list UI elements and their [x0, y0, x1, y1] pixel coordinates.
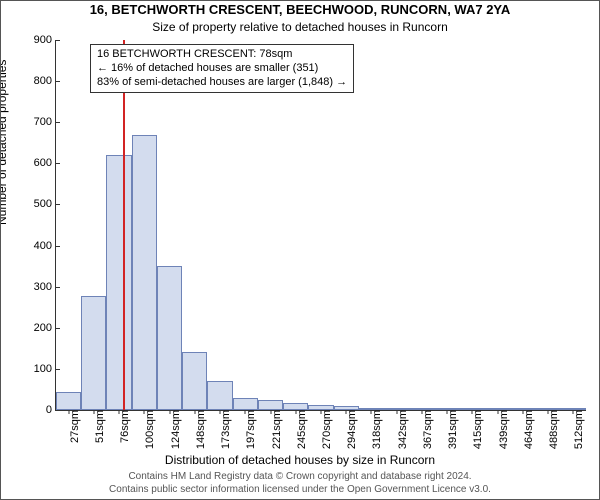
- y-axis-label: Number of detached properties: [0, 60, 9, 225]
- histogram-bar: [207, 381, 232, 410]
- histogram-bar: [308, 405, 333, 410]
- x-tick: 488sqm: [546, 410, 560, 449]
- x-tick: 221sqm: [269, 410, 283, 449]
- y-tick: 700: [34, 116, 56, 128]
- annotation-line: 83% of semi-detached houses are larger (…: [97, 76, 347, 90]
- y-tick: 500: [34, 198, 56, 210]
- histogram-bar: [258, 400, 283, 410]
- y-tick: 200: [34, 322, 56, 334]
- annotation-line: ← 16% of detached houses are smaller (35…: [97, 62, 347, 76]
- footer-line-2: Contains public sector information licen…: [0, 484, 600, 495]
- x-tick: 76sqm: [117, 410, 131, 443]
- histogram-bar: [283, 403, 308, 410]
- x-tick: 512sqm: [571, 410, 585, 449]
- x-tick: 415sqm: [470, 410, 484, 449]
- chart-subtitle: Size of property relative to detached ho…: [0, 20, 600, 34]
- x-tick: 391sqm: [445, 410, 459, 449]
- y-tick: 900: [34, 34, 56, 46]
- x-axis-label: Distribution of detached houses by size …: [0, 453, 600, 467]
- y-tick: 0: [46, 404, 56, 416]
- x-tick: 367sqm: [420, 410, 434, 449]
- chart-container: 16, BETCHWORTH CRESCENT, BEECHWOOD, RUNC…: [0, 0, 600, 500]
- annotation-line: 16 BETCHWORTH CRESCENT: 78sqm: [97, 48, 347, 62]
- histogram-bar: [56, 392, 81, 411]
- chart-title: 16, BETCHWORTH CRESCENT, BEECHWOOD, RUNC…: [0, 2, 600, 17]
- y-tick: 800: [34, 75, 56, 87]
- histogram-bar: [132, 135, 157, 410]
- y-tick: 100: [34, 363, 56, 375]
- x-tick: 148sqm: [193, 410, 207, 449]
- histogram-bar: [460, 408, 485, 410]
- x-tick: 100sqm: [142, 410, 156, 449]
- x-tick: 197sqm: [243, 410, 257, 449]
- x-tick: 294sqm: [344, 410, 358, 449]
- histogram-bar: [81, 296, 106, 410]
- x-tick: 318sqm: [369, 410, 383, 449]
- histogram-bar: [435, 408, 460, 410]
- histogram-bar: [182, 352, 207, 410]
- x-tick: 27sqm: [67, 410, 81, 443]
- y-tick: 400: [34, 240, 56, 252]
- histogram-bar: [536, 408, 561, 410]
- x-tick: 245sqm: [294, 410, 308, 449]
- annotation-box: 16 BETCHWORTH CRESCENT: 78sqm← 16% of de…: [90, 44, 354, 93]
- x-tick: 124sqm: [168, 410, 182, 449]
- histogram-bar: [384, 408, 409, 410]
- y-tick: 600: [34, 157, 56, 169]
- histogram-bar: [485, 408, 510, 410]
- x-tick: 342sqm: [395, 410, 409, 449]
- x-tick: 270sqm: [319, 410, 333, 449]
- footer-line-1: Contains HM Land Registry data © Crown c…: [0, 471, 600, 482]
- histogram-bar: [409, 408, 434, 410]
- histogram-bar: [359, 408, 384, 410]
- plot-area: 010020030040050060070080090027sqm51sqm76…: [55, 40, 586, 411]
- y-tick: 300: [34, 281, 56, 293]
- x-tick: 173sqm: [218, 410, 232, 449]
- x-tick: 51sqm: [92, 410, 106, 443]
- histogram-bar: [561, 408, 586, 410]
- histogram-bar: [106, 155, 131, 410]
- histogram-bar: [157, 266, 182, 410]
- histogram-bar: [334, 406, 359, 410]
- property-marker-line: [123, 40, 125, 410]
- histogram-bar: [233, 398, 258, 410]
- histogram-bar: [510, 408, 535, 410]
- x-tick: 439sqm: [496, 410, 510, 449]
- x-tick: 464sqm: [521, 410, 535, 449]
